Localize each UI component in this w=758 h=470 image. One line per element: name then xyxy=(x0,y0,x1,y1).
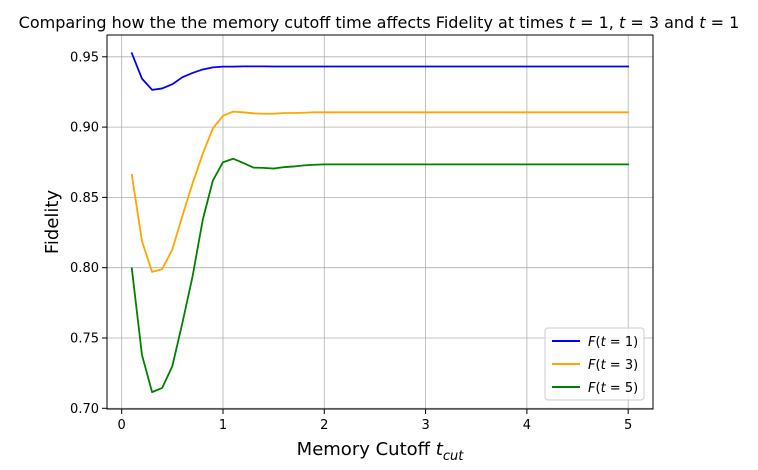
legend: F(t = 1) F(t = 3) F(t = 5) xyxy=(544,327,645,401)
y-tick-label: 0.70 xyxy=(70,402,99,417)
x-axis-label: Memory Cutoff tcut xyxy=(297,439,465,464)
x-tick-label: 3 xyxy=(421,418,429,433)
title-prefix: Comparing how the the memory cutoff time… xyxy=(19,13,569,32)
x-axis-label-sub: cut xyxy=(443,449,464,464)
x-tick-label: 2 xyxy=(320,418,328,433)
chart-title: Comparing how the the memory cutoff time… xyxy=(19,13,740,32)
y-tick-label: 0.90 xyxy=(70,121,99,136)
grid-lines xyxy=(107,35,653,409)
legend-box xyxy=(544,327,645,401)
series-line-1 xyxy=(130,52,630,91)
y-axis-label: Fidelity xyxy=(42,190,63,255)
legend-label-2: F(t = 3) xyxy=(588,358,638,373)
axes xyxy=(106,34,654,410)
legend-entry-3: F(t = 5) xyxy=(552,381,638,396)
x-tick-label: 4 xyxy=(523,418,531,433)
series-lines xyxy=(130,52,630,394)
y-tick-label: 0.85 xyxy=(70,191,99,206)
x-axis-ticks: 0 1 2 3 4 5 xyxy=(118,409,632,433)
title-eq-1: = 1, xyxy=(575,13,619,32)
legend-label-1: F(t = 1) xyxy=(588,335,638,350)
legend-entry-1: F(t = 1) xyxy=(552,335,638,350)
plot-frame xyxy=(106,34,654,410)
x-axis-label-main: Memory Cutoff xyxy=(297,439,436,460)
series-line-2 xyxy=(130,110,630,273)
y-tick-label: 0.80 xyxy=(70,261,99,276)
title-var-1: t xyxy=(569,13,576,32)
x-tick-label: 5 xyxy=(624,418,632,433)
y-axis-ticks: 0.70 0.75 0.80 0.85 0.90 0.95 xyxy=(70,50,107,417)
y-tick-label: 0.75 xyxy=(70,331,99,346)
x-axis-label-var: t xyxy=(436,439,444,460)
title-var-3: t xyxy=(699,13,706,32)
x-tick-label: 1 xyxy=(219,418,227,433)
legend-label-3: F(t = 5) xyxy=(588,381,638,396)
x-tick-label: 0 xyxy=(118,418,126,433)
title-var-2: t xyxy=(619,13,626,32)
title-eq-3: = 1 xyxy=(706,13,740,32)
series-line-3 xyxy=(130,157,630,394)
y-tick-label: 0.95 xyxy=(70,50,99,65)
title-eq-2: = 3 and xyxy=(625,13,699,32)
legend-entry-2: F(t = 3) xyxy=(552,358,638,373)
